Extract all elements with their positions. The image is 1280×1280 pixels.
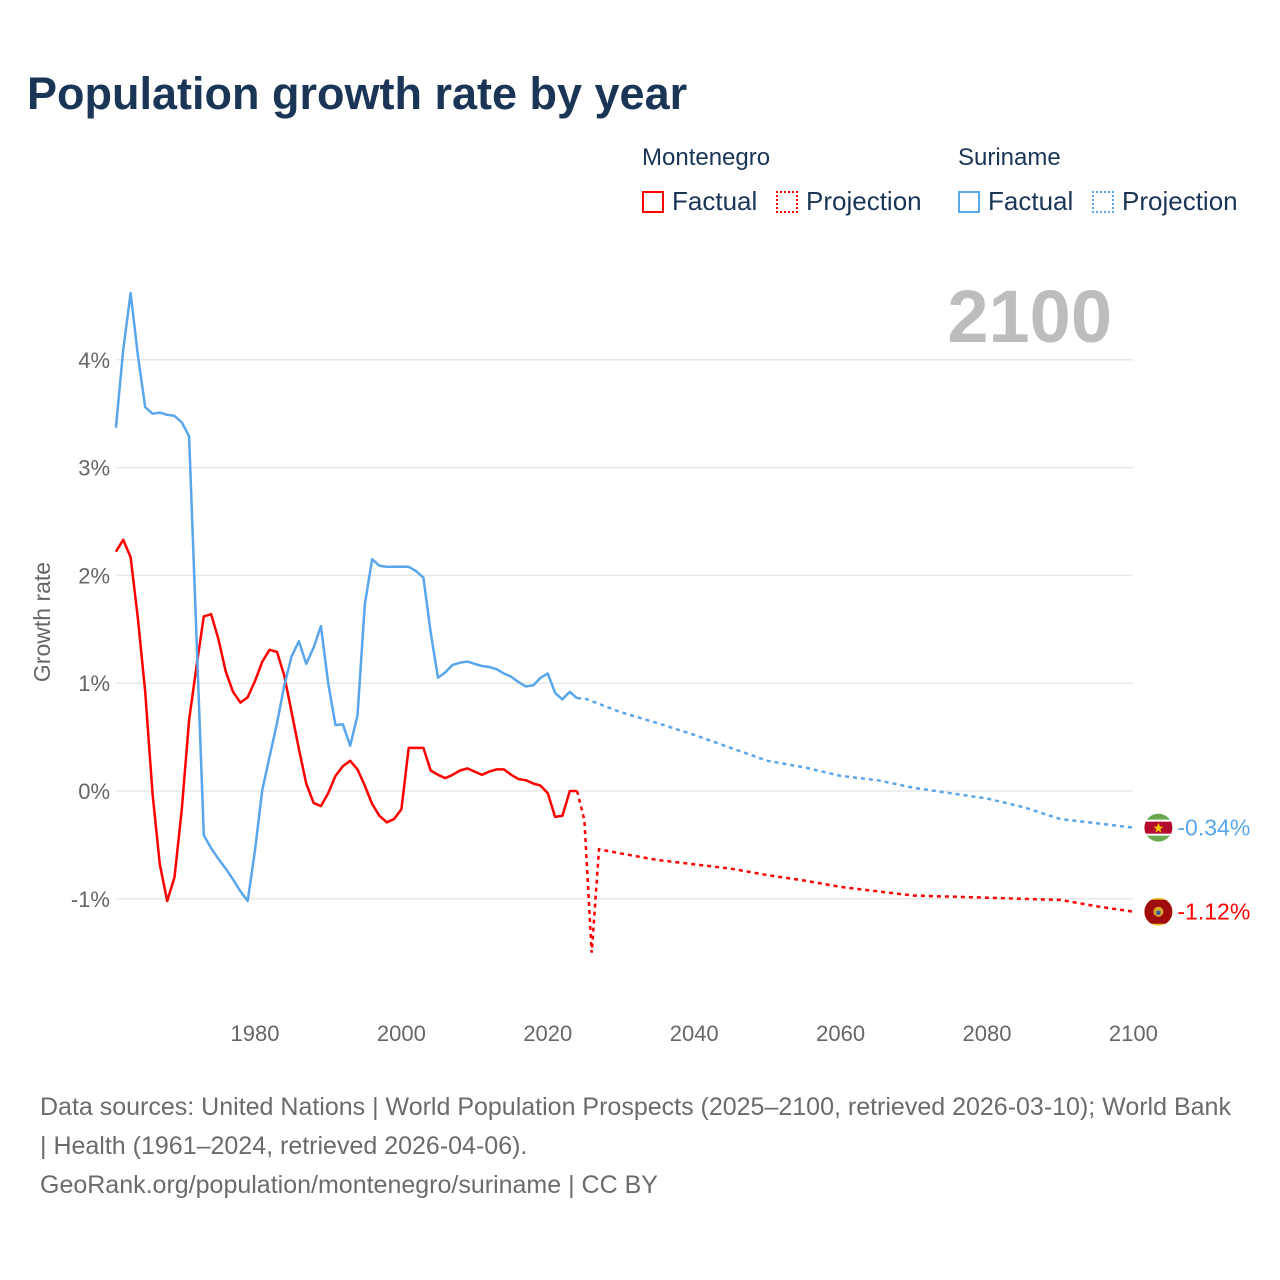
legend-swatch-solid bbox=[642, 190, 664, 213]
x-tick-label: 2060 bbox=[816, 1021, 865, 1046]
suriname-factual-line bbox=[114, 291, 578, 903]
legend-label: Projection bbox=[1122, 186, 1238, 216]
legend-label: Projection bbox=[806, 186, 922, 216]
y-tick-label: 3% bbox=[78, 456, 110, 481]
flag-body bbox=[1144, 897, 1173, 926]
legend-label: Factual bbox=[988, 186, 1074, 216]
data-sources: Data sources: United Nations | World Pop… bbox=[40, 1093, 1231, 1160]
y-tick-label: 4% bbox=[78, 348, 110, 373]
x-tick-label: 2020 bbox=[523, 1021, 572, 1046]
legend-group-suriname: Suriname bbox=[958, 144, 1061, 171]
legend-montenegro-projection[interactable]: Projection bbox=[776, 186, 922, 217]
legend-label: Factual bbox=[672, 186, 758, 216]
flag-body bbox=[1144, 813, 1173, 842]
y-axis-label: Growth rate bbox=[29, 562, 55, 682]
flag-star bbox=[1153, 822, 1164, 833]
chart-title: Population growth rate by year bbox=[27, 68, 688, 119]
chart-area: 2100 Growth rate -1% 0% 1% 2% 3% 4% 1980 2000 20… bbox=[29, 275, 1250, 1046]
x-tick-label: 2100 bbox=[1109, 1021, 1158, 1046]
y-tick-label: 2% bbox=[78, 563, 110, 588]
y-tick-label: 1% bbox=[78, 671, 110, 696]
flag-shield bbox=[1156, 910, 1161, 915]
montenegro-factual-line bbox=[114, 538, 578, 903]
legend-swatch-dotted bbox=[1092, 190, 1114, 213]
year-watermark: 2100 bbox=[947, 275, 1112, 358]
montenegro-projection-line bbox=[575, 790, 1134, 953]
suriname-projection-line bbox=[577, 697, 1134, 829]
footer: Data sources: United Nations | World Pop… bbox=[40, 1088, 1240, 1205]
montenegro-end-label: -1.12% bbox=[1177, 899, 1250, 925]
suriname-flag-icon bbox=[1144, 813, 1173, 842]
legend-montenegro-factual[interactable]: Factual bbox=[642, 186, 757, 217]
y-tick-label: 0% bbox=[78, 779, 110, 804]
legend-swatch-solid bbox=[958, 190, 980, 213]
suriname-end-label: -0.34% bbox=[1177, 815, 1250, 841]
legend-group-montenegro: Montenegro bbox=[642, 144, 771, 171]
x-tick-label: 2000 bbox=[377, 1021, 426, 1046]
credit-link[interactable]: GeoRank.org/population/montenegro/surina… bbox=[40, 1171, 658, 1199]
x-tick-label: 2040 bbox=[670, 1021, 719, 1046]
legend-suriname-factual[interactable]: Factual bbox=[958, 186, 1073, 217]
x-tick-label: 1980 bbox=[231, 1021, 280, 1046]
montenegro-flag-icon bbox=[1144, 897, 1173, 926]
x-tick-label: 2080 bbox=[963, 1021, 1012, 1046]
legend-swatch-dotted bbox=[776, 190, 798, 213]
y-tick-label: -1% bbox=[71, 887, 110, 912]
legend-suriname-projection[interactable]: Projection bbox=[1092, 186, 1238, 217]
